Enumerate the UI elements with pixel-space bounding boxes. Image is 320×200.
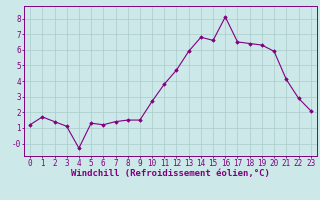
X-axis label: Windchill (Refroidissement éolien,°C): Windchill (Refroidissement éolien,°C) [71, 169, 270, 178]
